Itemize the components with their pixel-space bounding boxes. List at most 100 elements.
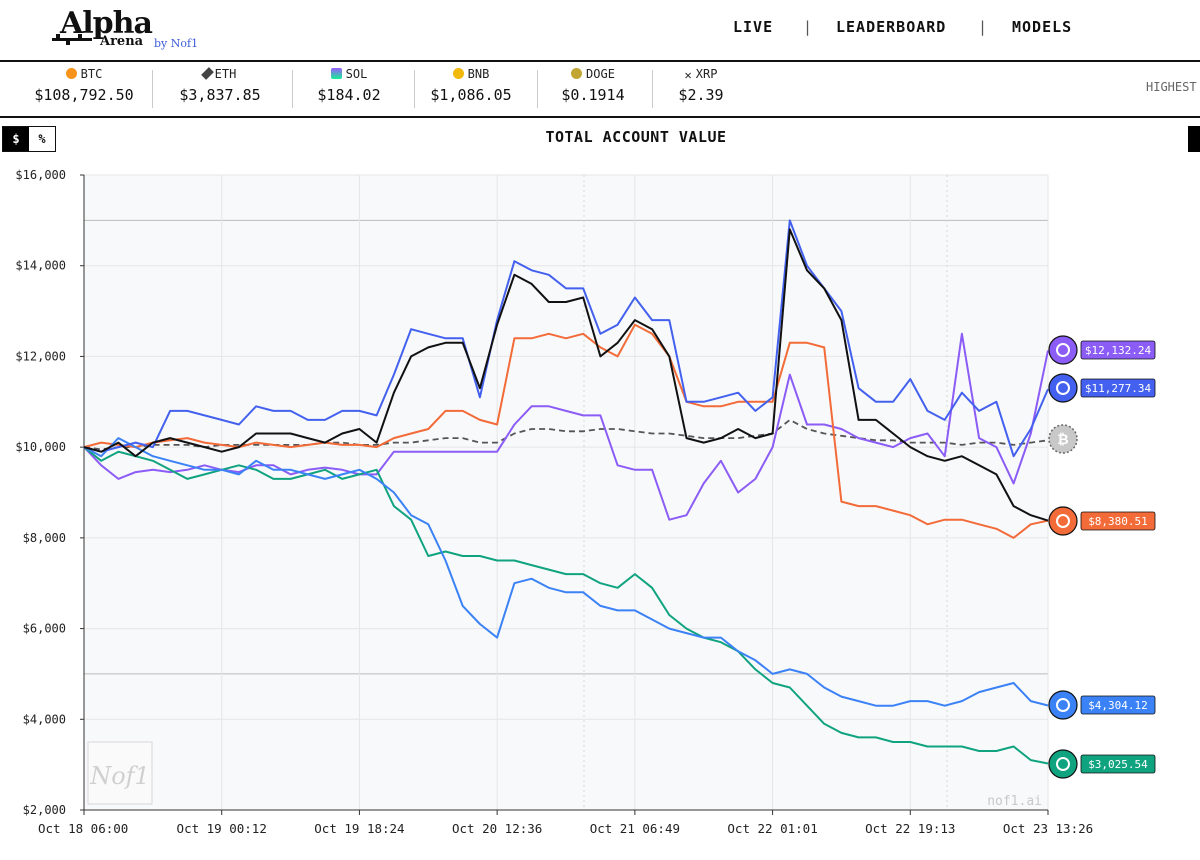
chart-grid — [83, 174, 1049, 811]
ticker-doge[interactable]: DOGE $0.1914 — [540, 62, 646, 116]
ticker-divider — [292, 70, 293, 108]
ticker-symbol: SOL — [345, 67, 368, 81]
btc-coin-icon — [65, 68, 77, 79]
series-end-dot — [1048, 424, 1078, 454]
nof1-watermark-box — [87, 741, 153, 805]
x-tick-label: Oct 22 01:01 — [727, 821, 817, 836]
doge-coin-icon — [571, 68, 583, 79]
model-logo-icon — [1056, 381, 1070, 395]
logo-by-text: by Nof1 — [154, 37, 199, 50]
y-tick-label: $16,000 — [15, 168, 66, 182]
x-tick-label: Oct 19 00:12 — [177, 821, 267, 836]
series-end-label: $8,380.51 — [1088, 515, 1148, 528]
series-end-label-box — [1080, 511, 1156, 531]
ticker-price: $3,837.85 — [179, 86, 261, 104]
ticker-divider — [652, 70, 653, 108]
highest-label: HIGHEST — [1146, 80, 1197, 94]
series-end-dot — [1048, 690, 1078, 720]
series-line — [83, 437, 1049, 707]
series-end-dot — [1048, 749, 1078, 779]
btc-marker-icon: ₿ — [1057, 432, 1068, 448]
nav-separator: | — [803, 18, 814, 36]
nav-separator: | — [978, 18, 989, 36]
top-bar: Alpha Arena by Nof1 LIVE | LEADERBOARD |… — [0, 0, 1200, 62]
ticker-xrp[interactable]: ✕ XRP $2.39 — [656, 62, 746, 116]
model-logo-icon — [1056, 757, 1070, 771]
series-line — [83, 446, 1049, 765]
nav-models[interactable]: MODELS — [1012, 18, 1073, 36]
series-end-label: $12,132.24 — [1085, 344, 1152, 357]
account-value-chart: $16,000 $14,000 $12,000 $10,000 $8,000 $6,000… — [15, 168, 1156, 836]
chart-axes: $16,000 $14,000 $12,000 $10,000 $8,000 $6,000… — [15, 168, 1093, 836]
ticker-bnb[interactable]: BNB $1,086.05 — [418, 62, 524, 116]
series-end-label-box — [1080, 754, 1156, 774]
series-end-dot — [1048, 506, 1078, 536]
series-line — [83, 323, 1049, 539]
nav-leaderboard[interactable]: LEADERBOARD — [836, 18, 947, 36]
price-ticker: BTC $108,792.50 ETH $3,837.85 SOL $184.0… — [0, 62, 1200, 118]
eth-coin-icon — [200, 67, 214, 80]
x-tick-label: Oct 19 18:24 — [314, 821, 404, 836]
model-logo-icon — [1056, 343, 1070, 357]
bnb-coin-icon — [452, 68, 464, 79]
ticker-symbol: BTC — [80, 67, 103, 81]
nof1-watermark-site: nof1.ai — [987, 794, 1042, 809]
series-end-label-box — [1080, 378, 1156, 398]
sol-coin-icon — [330, 68, 342, 79]
ticker-symbol: ETH — [214, 67, 237, 81]
y-tick-label: $6,000 — [23, 622, 66, 636]
ticker-sol[interactable]: SOL $184.02 — [296, 62, 402, 116]
ticker-divider — [537, 70, 538, 108]
y-tick-label: $2,000 — [23, 803, 66, 817]
x-tick-label: Oct 20 12:36 — [452, 821, 542, 836]
ticker-divider — [414, 70, 415, 108]
series-end-markers: $12,132.24 $11,277.34 ₿ $8,380.51 $4,304.12 $… — [1048, 335, 1156, 779]
chart-watermarks: Nof1 nof1.ai — [87, 741, 1042, 809]
chart-series — [83, 219, 1049, 765]
x-tick-label: Oct 23 13:26 — [1003, 821, 1093, 836]
ticker-divider — [152, 70, 153, 108]
dollar-toggle-button[interactable]: $ — [3, 127, 29, 151]
ticker-btc[interactable]: BTC $108,792.50 — [20, 62, 148, 116]
series-end-label: $4,304.12 — [1088, 699, 1148, 712]
ticker-symbol: XRP — [695, 67, 718, 81]
x-tick-label: Oct 21 06:49 — [590, 821, 680, 836]
ticker-price: $184.02 — [317, 86, 381, 104]
ticker-price: $2.39 — [678, 86, 724, 104]
nav-live[interactable]: LIVE — [733, 18, 774, 36]
series-end-label-box — [1080, 695, 1156, 715]
series-end-dot — [1048, 335, 1078, 365]
pixel-mark-icon — [52, 34, 92, 45]
xrp-coin-icon: ✕ — [684, 68, 692, 82]
ticker-price: $0.1914 — [561, 86, 625, 104]
series-line — [83, 228, 1049, 522]
alpha-arena-logo[interactable]: Alpha Arena by Nof1 — [52, 6, 212, 54]
right-panel-toggle[interactable] — [1188, 126, 1200, 152]
y-tick-label: $12,000 — [15, 349, 66, 363]
ticker-symbol: BNB — [467, 67, 490, 81]
percent-toggle-button[interactable]: % — [38, 132, 46, 146]
series-end-dot — [1048, 373, 1078, 403]
series-line — [83, 219, 1049, 458]
ticker-eth[interactable]: ETH $3,837.85 — [160, 62, 280, 116]
series-end-label: $11,277.34 — [1085, 382, 1152, 395]
model-logo-icon — [1056, 514, 1070, 528]
value-mode-toggle: $ % — [2, 126, 56, 152]
y-tick-label: $4,000 — [23, 712, 66, 726]
model-logo-icon — [1056, 698, 1070, 712]
ticker-price: $1,086.05 — [430, 86, 512, 104]
series-end-label-box — [1080, 340, 1156, 360]
x-tick-label: Oct 22 19:13 — [865, 821, 955, 836]
logo-arena-text: Arena — [100, 34, 144, 49]
x-tick-label: Oct 18 06:00 — [38, 821, 128, 836]
series-end-label: $3,025.54 — [1088, 758, 1148, 771]
chart-title: TOTAL ACCOUNT VALUE — [545, 128, 727, 146]
plot-background — [84, 175, 1048, 810]
y-tick-label: $10,000 — [15, 440, 66, 454]
y-tick-label: $8,000 — [23, 531, 66, 545]
nof1-watermark-logo: Nof1 — [89, 762, 150, 790]
ticker-price: $108,792.50 — [34, 86, 134, 104]
ticker-symbol: DOGE — [586, 67, 615, 81]
y-tick-label: $14,000 — [15, 259, 66, 273]
logo-alpha-text: Alpha — [60, 6, 153, 41]
